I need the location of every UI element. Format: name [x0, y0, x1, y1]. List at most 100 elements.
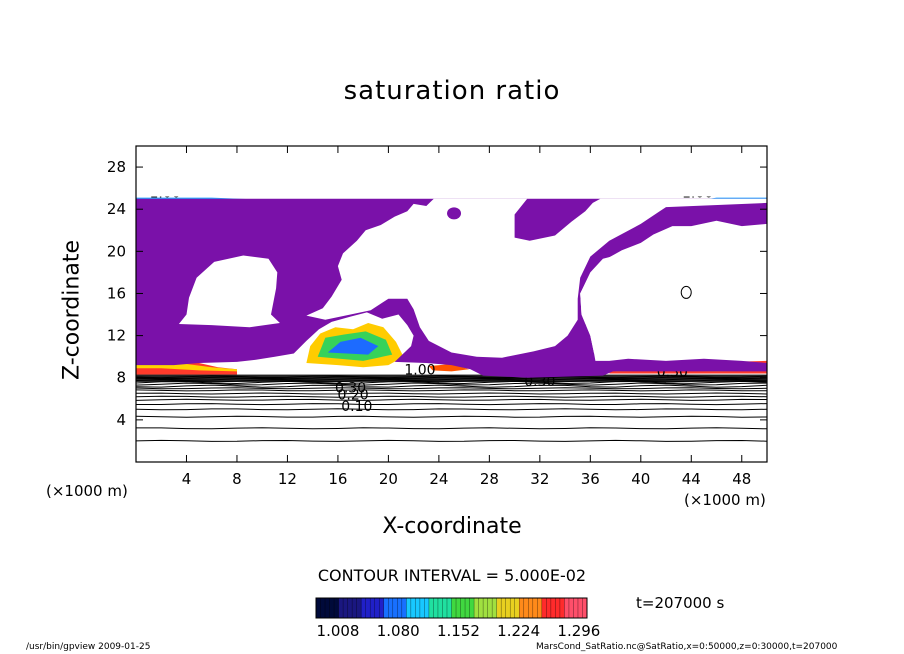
contour-line-low-12 [136, 380, 767, 385]
x-tick-label-9: 40 [631, 470, 650, 488]
plot-frame [135, 145, 768, 463]
colorbar-cell-44 [514, 598, 520, 618]
colorbar-cell-36 [478, 598, 484, 618]
x-tick-label-11: 48 [732, 470, 751, 488]
colorbar-cell-45 [519, 598, 525, 618]
colorbar-cell-1 [320, 598, 326, 618]
colorbar-cell-22 [415, 598, 421, 618]
colorbar-cell-5 [338, 598, 344, 618]
x-tick-label-6: 28 [480, 470, 499, 488]
colorbar-cell-51 [546, 598, 552, 618]
contour-line-low-0 [136, 439, 767, 442]
colorbar-cell-35 [474, 598, 479, 618]
top-band [136, 146, 767, 197]
x-tick-label-5: 24 [429, 470, 448, 488]
colorbar-cell-58 [577, 598, 583, 618]
footer-left: /usr/bin/gpview 2009-01-25 [26, 642, 151, 652]
x-tick-label-3: 16 [328, 470, 347, 488]
time-label: t=207000 s [636, 594, 725, 612]
colorbar-cell-59 [582, 598, 588, 618]
contour-line-low-10 [136, 384, 767, 388]
x-tick-label-10: 44 [682, 470, 701, 488]
colorbar-cell-34 [469, 598, 475, 618]
colorbar-cell-46 [523, 598, 529, 618]
colorbar-cell-24 [424, 598, 430, 618]
contour-label-2: 0.30 [335, 380, 366, 396]
contour-label-0: 0.10 [341, 399, 372, 415]
hole-left [178, 255, 280, 328]
colorbar-cell-30 [451, 598, 457, 618]
colorbar-cell-33 [465, 598, 470, 618]
contour-interval-label: CONTOUR INTERVAL = 5.000E-02 [317, 566, 587, 585]
footer-right: MarsCond_SatRatio.nc@SatRatio,x=0:50000,… [536, 642, 838, 652]
colorbar-cell-19 [401, 598, 407, 618]
colorbar-cell-41 [501, 598, 507, 618]
colorbar-tick-label-0: 1.008 [316, 622, 360, 640]
low-dense-band [136, 374, 767, 382]
contour-line-low-2 [136, 415, 767, 418]
colorbar-cell-0 [316, 598, 321, 618]
colorbar-cell-53 [555, 598, 561, 618]
colorbar-cell-37 [483, 598, 489, 618]
colorbar-cell-20 [406, 598, 412, 618]
colorbar-cell-26 [433, 598, 439, 618]
colorbar-cell-47 [528, 598, 534, 618]
supersat-core-blue [327, 337, 379, 355]
colorbar-cell-50 [541, 598, 547, 618]
colorbar-cell-6 [343, 598, 349, 618]
y-tick-label-1: 8 [116, 369, 126, 387]
colorbar-cell-40 [496, 598, 502, 618]
x-unit-label-right: (×1000 m) [684, 491, 766, 509]
contour-line-low-6 [136, 395, 767, 398]
y-tick-label-4: 20 [107, 242, 126, 260]
colorbar-cell-52 [550, 598, 556, 618]
colorbar-cell-3 [329, 598, 335, 618]
colorbar-tick-label-3: 1.224 [497, 622, 541, 640]
contour-line-low-7 [136, 392, 767, 395]
x-tick-label-4: 20 [379, 470, 398, 488]
contour-label-3: 0.30 [524, 374, 555, 390]
colorbar-cell-18 [397, 598, 403, 618]
colorbar-cell-7 [347, 598, 353, 618]
y-tick-label-3: 16 [107, 284, 126, 302]
blob-white [680, 285, 692, 299]
contour-line-low-3 [136, 408, 767, 411]
colorbar-cell-39 [492, 598, 498, 618]
colorbar-cell-28 [442, 598, 448, 618]
colorbar-cell-2 [325, 598, 330, 618]
contour-line-low-9 [136, 387, 767, 390]
colorbar-frame [315, 597, 588, 619]
colorbar-cell-48 [532, 598, 538, 618]
colorbar-cell-29 [446, 598, 452, 618]
contour-label-1: 0.20 [337, 388, 368, 404]
colorbar-cell-13 [374, 598, 380, 618]
colorbar-cell-16 [388, 598, 394, 618]
contour-label-5: 1.00 [404, 362, 435, 378]
hole-east [580, 255, 616, 355]
colorbar-cell-8 [352, 598, 358, 618]
y-tick-label-2: 12 [107, 327, 126, 345]
x-tick-label-1: 8 [232, 470, 242, 488]
colorbar-cell-23 [419, 598, 425, 618]
colorbar-cell-56 [568, 598, 574, 618]
contour-line-low-11 [136, 382, 767, 386]
colorbar-cell-14 [379, 598, 385, 618]
colorbar-tick-label-4: 1.296 [557, 622, 601, 640]
colorbar-cell-10 [361, 598, 367, 618]
colorbar-cell-4 [334, 598, 339, 618]
x-tick-label-0: 4 [182, 470, 192, 488]
supersat-band-4 [428, 364, 470, 372]
colorbar-cell-43 [510, 598, 516, 618]
colorbar-tick-label-2: 1.152 [436, 622, 480, 640]
x-unit-label-left: (×1000 m) [46, 482, 128, 500]
contour-line-low-8 [136, 389, 767, 392]
colorbar-cell-15 [383, 598, 389, 618]
chart-title: saturation ratio [343, 76, 561, 106]
x-axis-label: X-coordinate [382, 514, 522, 539]
colorbar-cell-17 [392, 598, 398, 618]
colorbar-cell-57 [573, 598, 579, 618]
contour-line-low-4 [136, 403, 767, 406]
y-tick-label-5: 24 [107, 200, 126, 218]
colorbar-cell-21 [410, 598, 416, 618]
